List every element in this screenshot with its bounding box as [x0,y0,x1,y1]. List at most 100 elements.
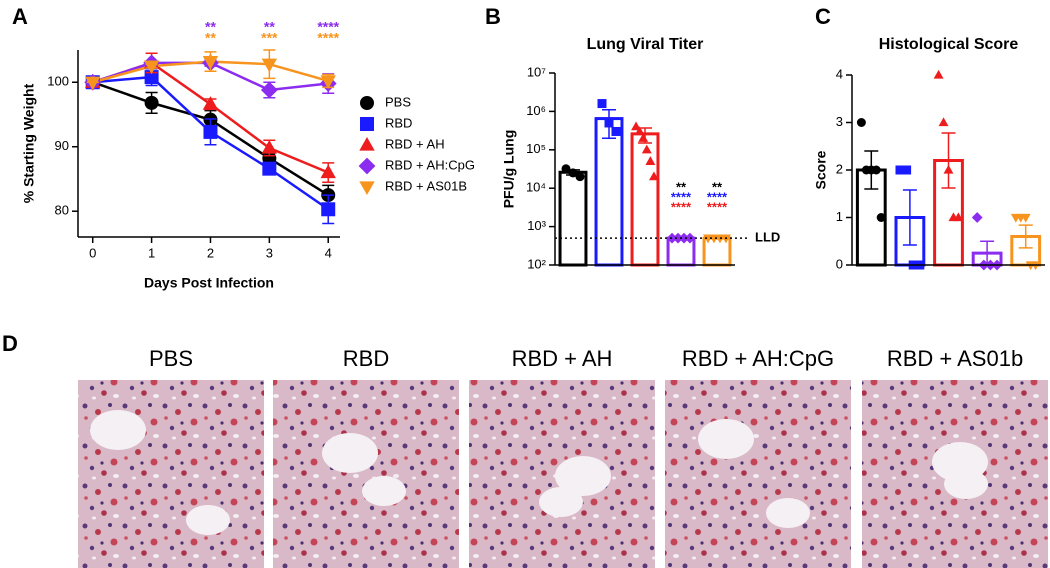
image-label: RBD + AH:CpG [682,346,834,371]
airspace [90,410,146,450]
data-point [902,165,912,175]
marker [262,161,277,176]
lld-label: LLD [755,230,780,245]
y-tick-label: 10⁵ [526,141,546,156]
image-label: RBD + AH [512,346,613,371]
x-axis-label: Days Post Infection [144,275,274,291]
legend-marker [359,136,375,151]
airspace [362,476,406,506]
data-point [933,69,944,79]
significance: ** [712,180,723,195]
legend-marker [359,181,375,196]
x-tick-label: 4 [325,245,332,260]
y-tick-label: 0 [836,256,843,271]
data-point [561,164,571,174]
legend-marker [358,157,376,175]
data-point [871,165,881,175]
bar [630,132,660,267]
significance: *** [261,30,278,46]
y-tick-label: 10⁶ [526,103,546,118]
data-point [1030,261,1041,271]
significance: ** [205,30,216,46]
airspace [555,456,611,496]
y-tick-label: 4 [836,66,843,81]
significance: **** [707,200,728,215]
y-axis-label: PFU/g Lung [501,130,517,209]
histology-image [78,380,264,568]
chart-title: Lung Viral Titer [587,36,704,53]
y-axis-label: Score [813,150,829,189]
y-tick-label: 2 [836,161,843,176]
chart-title: Histological Score [879,36,1019,53]
panel-letter: C [815,4,831,29]
significance: **** [317,30,339,46]
panel-letter: D [2,331,18,356]
legend-label: PBS [385,94,411,109]
data-point [666,232,678,244]
marker [144,95,159,110]
bar [558,170,588,267]
legend-label: RBD + AH:CpG [385,157,475,172]
data-point [684,232,696,244]
y-tick-label: 10³ [527,218,546,233]
y-tick-label: 10⁷ [527,64,546,79]
panel-letter: B [485,4,501,29]
marker [261,58,278,73]
significance: ** [676,180,687,195]
error-bar [1018,224,1033,249]
data-point [953,212,964,222]
data-point [943,164,954,174]
airspace [322,433,378,473]
data-point [631,121,641,131]
marker [261,139,278,154]
y-axis-label: % Starting Weight [21,83,37,203]
image-label: RBD + AS01b [887,346,1023,371]
y-tick-label: 100 [47,74,69,89]
y-tick-label: 90 [55,138,69,153]
histology-image [665,380,851,568]
airspace [766,498,810,528]
error-bar [902,189,917,246]
data-point [645,156,656,165]
data-point [638,133,649,142]
marker [202,56,219,70]
marker [85,76,101,91]
data-point [597,99,607,109]
data-point [649,171,659,181]
y-tick-label: 1 [836,209,843,224]
legend-label: RBD + AS01B [385,178,467,193]
x-tick-label: 2 [207,245,214,260]
x-tick-label: 1 [148,245,155,260]
data-point [575,172,585,182]
airspace [698,419,754,459]
airspace [944,469,988,499]
bar [594,117,624,267]
marker [144,70,159,85]
data-point [721,234,731,244]
data-point [611,126,621,136]
error-bar [941,132,956,189]
x-tick-label: 3 [266,245,273,260]
marker [321,202,336,217]
airspace [539,487,583,517]
data-point [876,213,886,222]
data-point [938,117,949,127]
image-label: RBD [343,346,389,371]
data-point [678,232,690,244]
marker [202,96,219,110]
significance: ** [264,19,275,35]
marker [203,124,218,139]
airspace [186,505,230,535]
y-tick-label: 10⁴ [526,180,546,195]
marker [143,60,160,75]
legend-marker [360,96,374,110]
data-point [1020,213,1031,223]
legend-marker [360,117,374,131]
marker [260,81,278,99]
data-point [641,144,652,154]
significance: **** [671,190,692,205]
y-tick-label: 3 [836,114,843,129]
data-point [856,118,866,127]
